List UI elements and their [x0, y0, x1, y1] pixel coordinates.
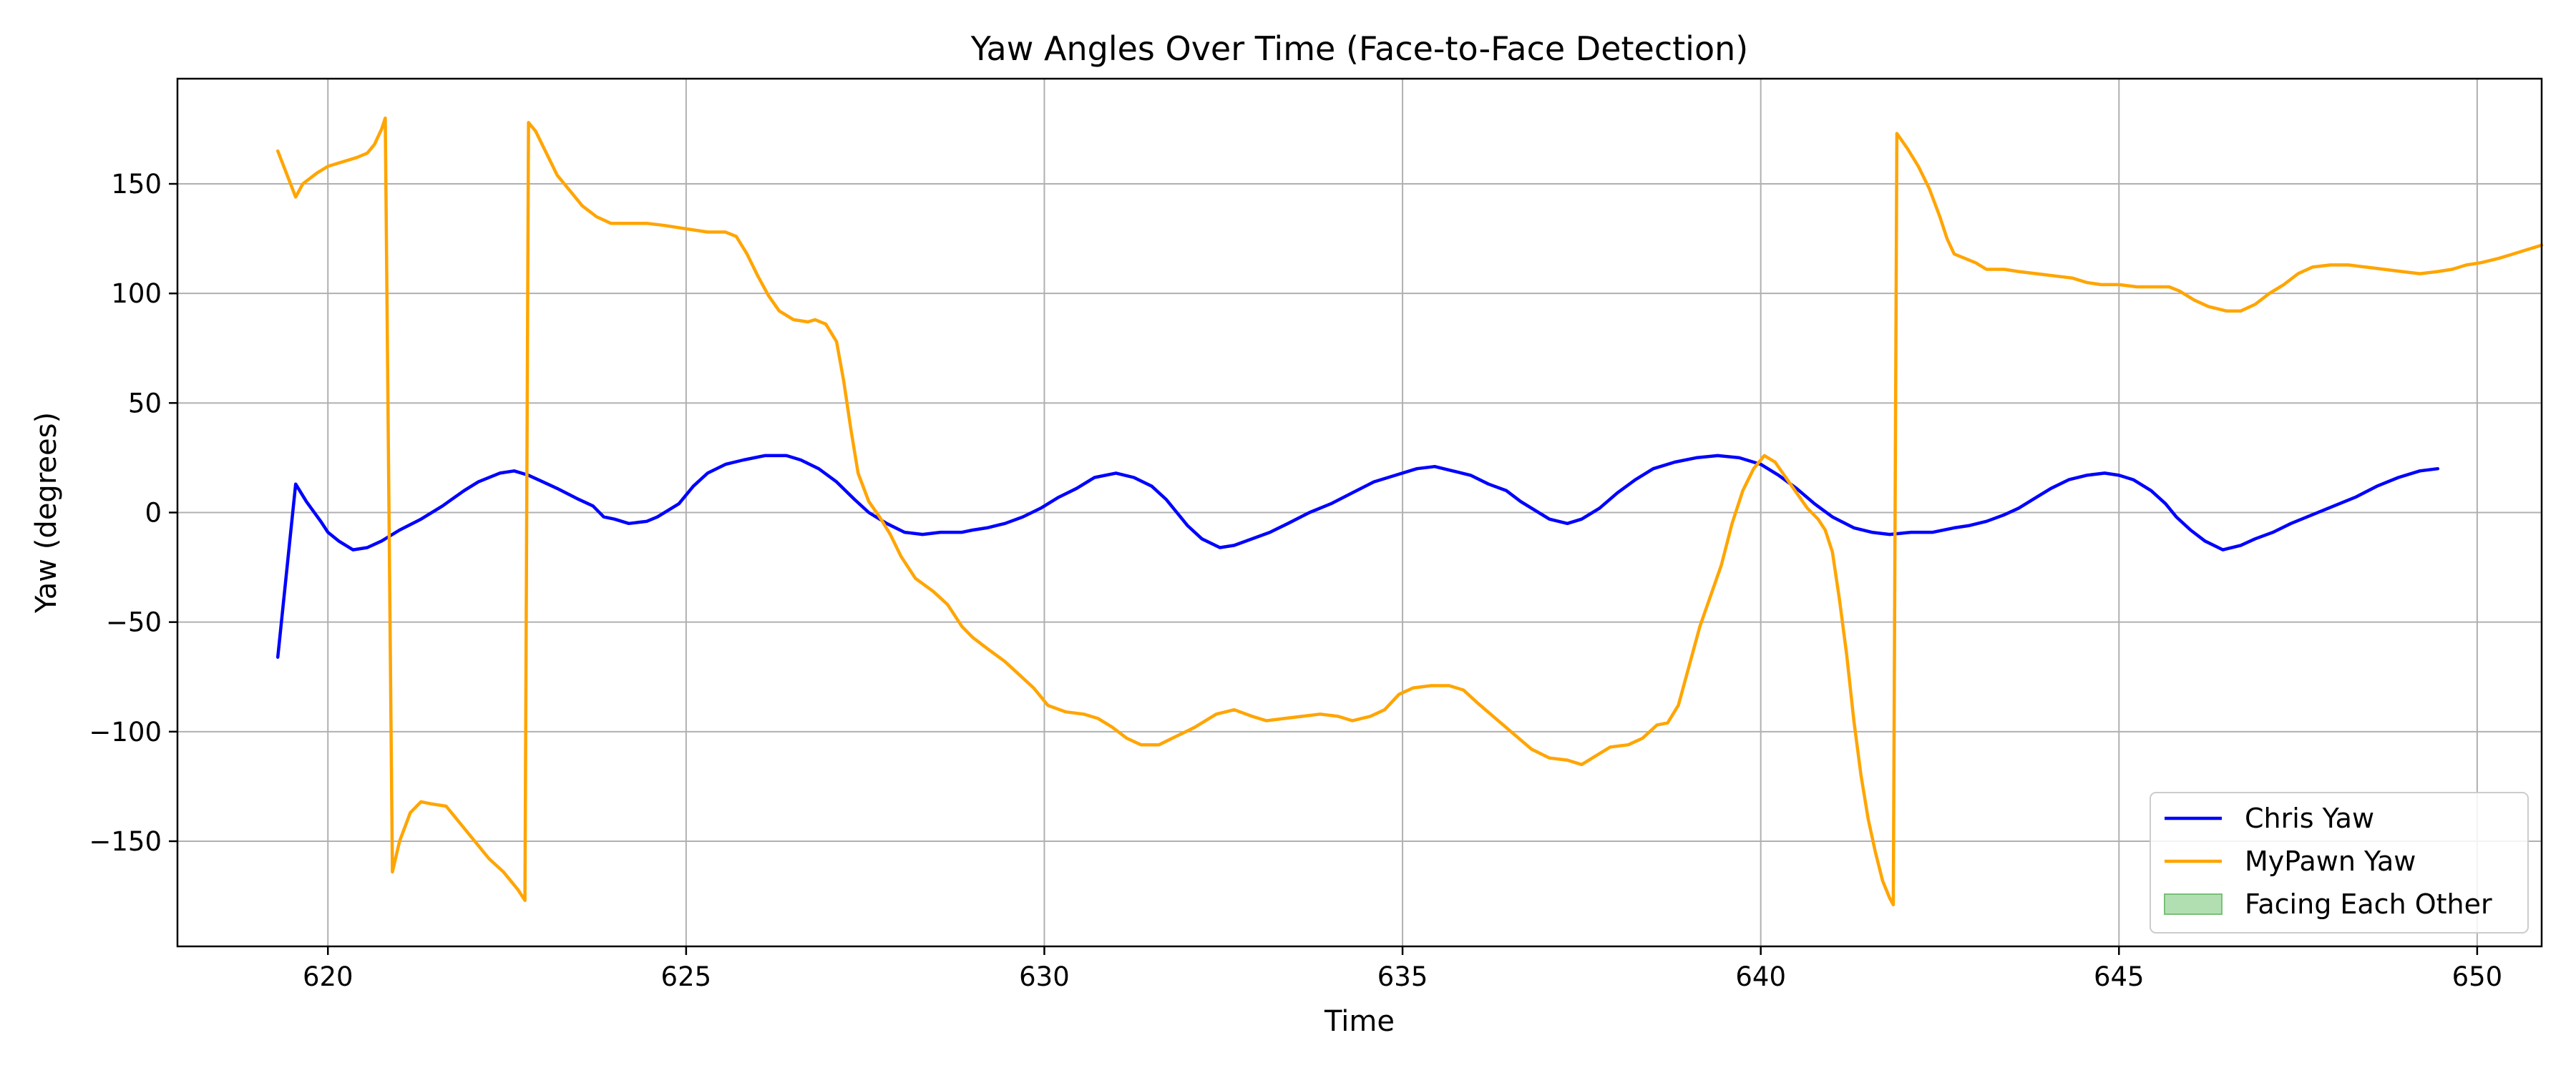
y-axis-title: Yaw (degrees)	[30, 412, 63, 614]
x-tick-label: 635	[1377, 961, 1428, 992]
x-axis-title: Time	[1324, 1005, 1395, 1038]
legend-label: Facing Each Other	[2245, 888, 2492, 920]
y-tick-label: −100	[89, 717, 162, 748]
legend-box	[2150, 792, 2529, 934]
legend-label: MyPawn Yaw	[2245, 846, 2416, 877]
y-tick-label: 100	[111, 278, 162, 309]
y-tick-label: 50	[128, 388, 162, 418]
x-tick-label: 620	[303, 961, 353, 992]
series-lines	[275, 116, 2544, 907]
x-tick-label: 640	[1735, 961, 1786, 992]
legend: Chris Yaw MyPawn Yaw Facing Each Other	[2150, 792, 2529, 934]
chart-title: Yaw Angles Over Time (Face-to-Face Detec…	[970, 29, 1748, 68]
y-tick-label: 150	[111, 169, 162, 200]
legend-swatch	[2164, 893, 2223, 915]
x-tick-label: 650	[2452, 961, 2503, 992]
y-tick-label: −150	[89, 826, 162, 857]
legend-label: Chris Yaw	[2245, 803, 2374, 834]
x-tick-label: 625	[661, 961, 712, 992]
grid-lines	[177, 79, 2542, 946]
series-chris-yawline	[275, 454, 2440, 659]
x-tick-label: 630	[1019, 961, 1070, 992]
y-tick-label: −50	[106, 607, 162, 638]
axis-ticks: 620 625 630 635 640 645 650 −150 −100 −50 0 50 100 15…	[89, 169, 2502, 992]
y-tick-label: 0	[145, 498, 162, 529]
series-mypawn-yawline	[275, 116, 2544, 907]
x-tick-label: 645	[2094, 961, 2145, 992]
